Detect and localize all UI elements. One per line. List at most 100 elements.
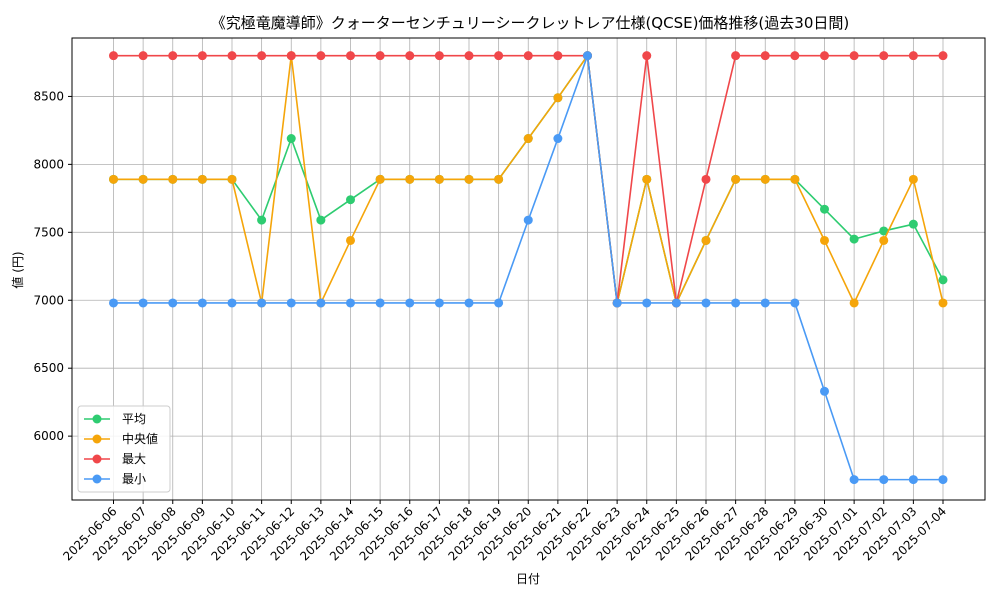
data-point (671, 298, 681, 308)
y-tick-label: 6500 (33, 361, 64, 375)
data-point (197, 174, 207, 184)
data-point (701, 298, 711, 308)
legend-item: 最大 (84, 452, 146, 466)
data-point (109, 51, 118, 61)
data-point (346, 235, 355, 245)
legend-label: 平均 (122, 412, 146, 426)
data-point (642, 51, 652, 61)
data-point (553, 51, 563, 61)
x-axis-label: 日付 (516, 572, 540, 586)
data-point (820, 235, 829, 245)
data-point (642, 174, 652, 184)
y-axis-label: 値 (円) (10, 251, 25, 288)
legend-marker (92, 434, 102, 444)
y-tick-label: 8500 (33, 89, 64, 103)
data-point (375, 298, 385, 308)
data-point (375, 51, 385, 61)
data-point (346, 298, 355, 308)
data-point (849, 234, 859, 244)
data-point (612, 298, 622, 308)
data-point (434, 51, 444, 61)
data-point (197, 298, 207, 308)
y-tick-label: 7500 (33, 225, 64, 239)
data-point (760, 51, 770, 61)
data-point (434, 298, 444, 308)
data-point (820, 51, 829, 61)
data-point (464, 51, 474, 61)
data-point (346, 51, 355, 61)
data-point (760, 174, 770, 184)
legend-label: 中央値 (122, 431, 158, 446)
series-lines (109, 51, 948, 485)
data-point (257, 51, 267, 61)
data-point (464, 298, 474, 308)
data-point (523, 51, 533, 61)
data-point (316, 298, 326, 308)
data-point (286, 134, 296, 144)
data-point (138, 174, 148, 184)
data-point (168, 298, 178, 308)
data-point (790, 51, 800, 61)
data-point (760, 298, 770, 308)
data-point (731, 51, 741, 61)
grid (72, 38, 985, 500)
data-point (938, 298, 948, 308)
data-point (138, 298, 148, 308)
legend-item: 平均 (84, 412, 146, 426)
data-point (109, 298, 118, 308)
data-point (908, 51, 918, 61)
legend-box (77, 405, 171, 493)
data-point (494, 51, 504, 61)
y-tick-label: 8000 (33, 157, 64, 171)
data-point (731, 298, 741, 308)
data-point (820, 386, 829, 396)
y-axis: 6000 6500 7000 7500 8000 8500 (33, 89, 72, 443)
data-point (908, 174, 918, 184)
data-point (227, 51, 237, 61)
data-point (879, 51, 889, 61)
data-point (938, 275, 948, 285)
data-point (820, 204, 829, 214)
data-point (464, 174, 474, 184)
y-tick-label: 7000 (33, 293, 64, 307)
legend-item: 中央値 (84, 431, 158, 446)
data-point (316, 51, 326, 61)
data-point (405, 298, 415, 308)
data-point (494, 174, 504, 184)
data-point (790, 298, 800, 308)
legend-label: 最大 (122, 452, 146, 466)
data-point (227, 174, 237, 184)
y-tick-label: 6000 (33, 429, 64, 443)
data-point (849, 298, 859, 308)
legend-marker (92, 474, 102, 484)
data-point (523, 215, 533, 225)
data-point (908, 219, 918, 229)
data-point (938, 475, 948, 485)
data-point (701, 174, 711, 184)
data-point (879, 475, 889, 485)
data-point (257, 298, 267, 308)
data-point (849, 475, 859, 485)
data-point (583, 51, 592, 61)
data-point (553, 134, 563, 144)
data-point (257, 215, 267, 225)
data-point (227, 298, 237, 308)
legend-marker (92, 414, 102, 424)
legend-label: 最小 (122, 472, 146, 486)
data-point (197, 51, 207, 61)
data-point (109, 174, 118, 184)
chart-title: 《究極竜魔導師》クォーターセンチュリーシークレットレア仕様(QCSE)価格推移(… (211, 14, 849, 32)
data-point (405, 174, 415, 184)
data-point (790, 174, 800, 184)
data-point (908, 475, 918, 485)
data-point (346, 195, 355, 205)
data-point (168, 174, 178, 184)
data-point (642, 298, 652, 308)
x-axis: 2025-06-062025-06-072025-06-082025-06-09… (60, 500, 949, 563)
data-point (375, 174, 385, 184)
data-point (405, 51, 415, 61)
data-point (701, 235, 711, 245)
data-point (316, 215, 326, 225)
